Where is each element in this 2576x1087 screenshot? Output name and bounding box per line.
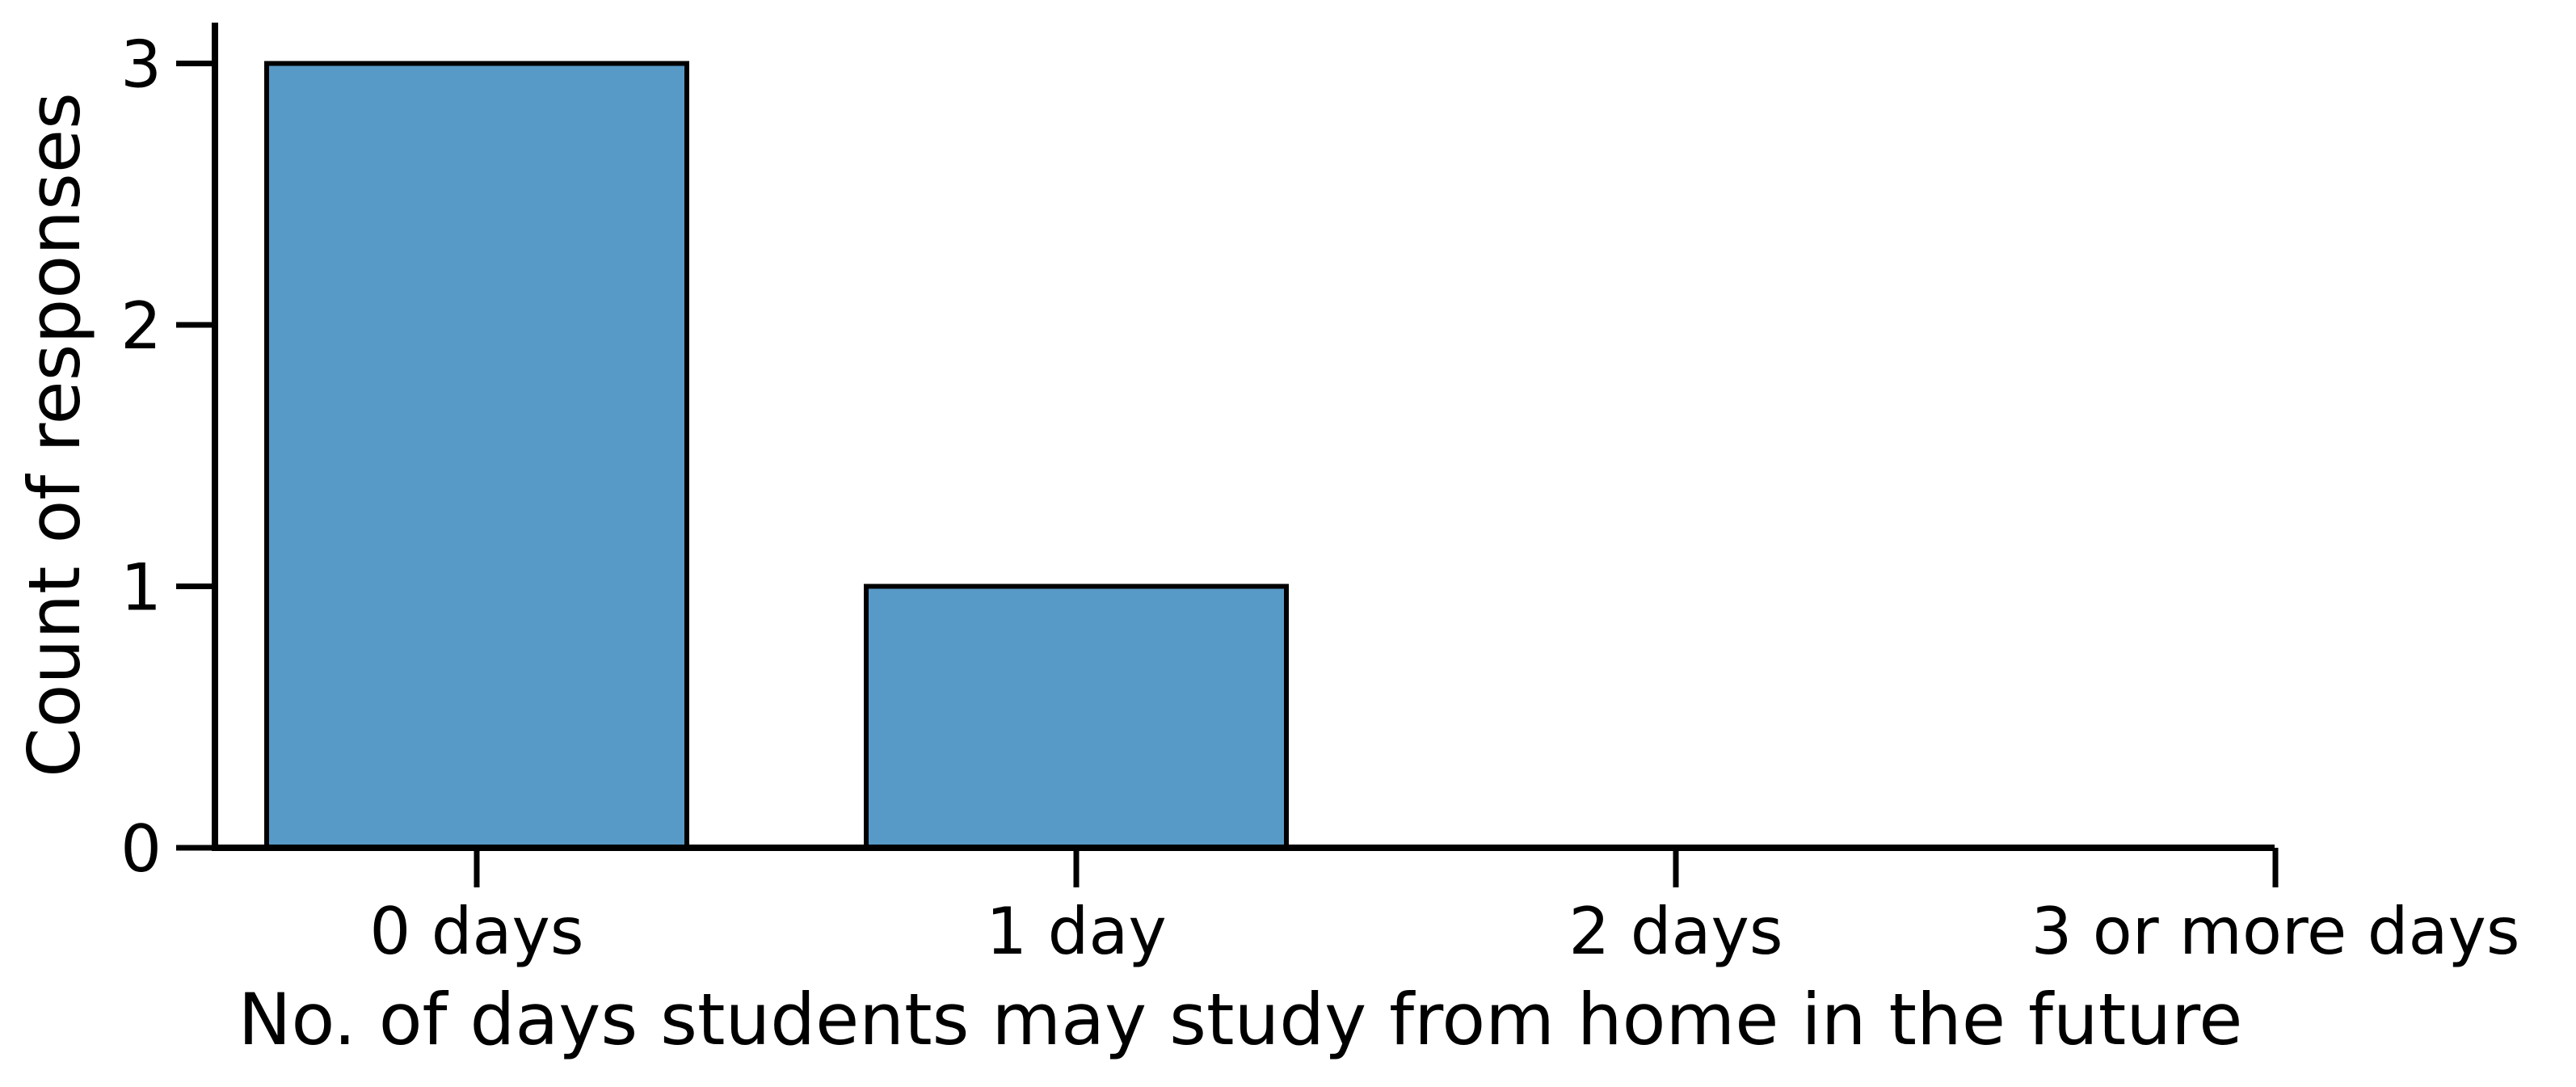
x-axis-title: No. of days students may study from home… bbox=[238, 978, 2243, 1061]
bar-1-day bbox=[864, 584, 1289, 850]
x-ticks-group: 0 days 1 day 2 days 3 or more days bbox=[369, 848, 2520, 969]
x-tick-label: 0 days bbox=[369, 894, 583, 969]
y-axis-title: Count of responses bbox=[13, 92, 96, 777]
bars-group bbox=[264, 61, 1289, 850]
x-tick-label: 2 days bbox=[1568, 894, 1783, 969]
x-tick-label: 3 or more days bbox=[2031, 894, 2519, 969]
y-tick-label: 0 bbox=[120, 811, 162, 887]
y-ticks-group: 0 1 2 3 bbox=[120, 27, 215, 887]
y-tick-label: 3 bbox=[120, 27, 162, 103]
y-tick-label: 2 bbox=[120, 289, 162, 364]
bar-0-days bbox=[264, 61, 689, 850]
x-tick-label: 1 day bbox=[986, 894, 1166, 969]
axes-group bbox=[212, 23, 2275, 851]
y-tick-label: 1 bbox=[120, 550, 162, 626]
